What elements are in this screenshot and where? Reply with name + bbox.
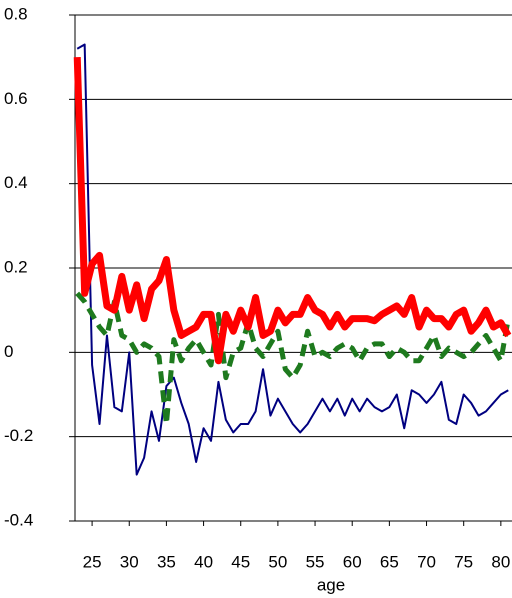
- x-axis-label: age: [317, 575, 345, 594]
- y-tick-label: 0.8: [4, 4, 28, 23]
- y-tick-label: -0.4: [4, 510, 33, 529]
- x-tick-label: 25: [83, 552, 102, 571]
- series-line: [76, 43, 509, 476]
- x-tick-label: 75: [454, 552, 473, 571]
- x-tick-label: 40: [194, 552, 213, 571]
- x-tick-label: 65: [380, 552, 399, 571]
- y-tick-label: -0.2: [4, 426, 33, 445]
- series-line: [73, 57, 512, 365]
- x-tick-label: 55: [306, 552, 325, 571]
- x-tick-label: 70: [417, 552, 436, 571]
- y-tick-label: 0: [4, 342, 13, 361]
- series-line: [75, 291, 511, 427]
- x-tick-label: 80: [491, 552, 510, 571]
- y-tick-label: 0.4: [4, 173, 28, 192]
- x-tick-label: 60: [343, 552, 362, 571]
- y-tick-label: 0.2: [4, 257, 28, 276]
- x-tick-label: 30: [120, 552, 139, 571]
- x-tick-label: 50: [268, 552, 287, 571]
- x-tick-label: 45: [231, 552, 250, 571]
- x-tick-label: 35: [157, 552, 176, 571]
- y-tick-label: 0.6: [4, 89, 28, 108]
